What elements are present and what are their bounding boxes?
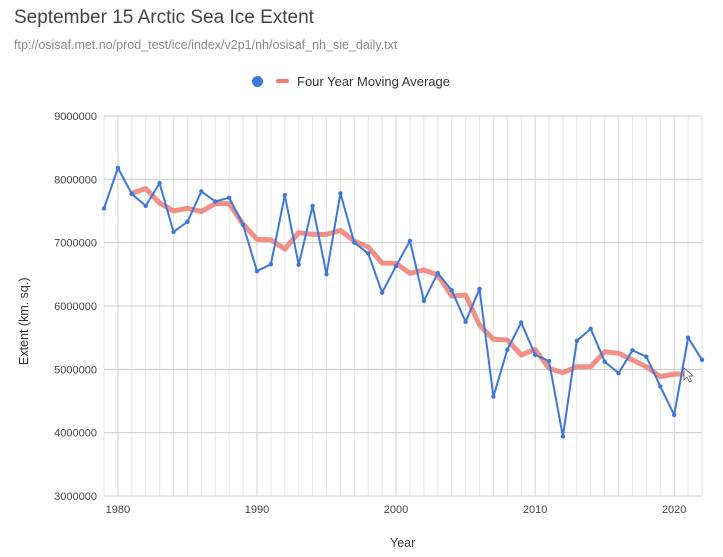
extent-point — [157, 180, 162, 186]
extent-point — [560, 434, 566, 439]
extent-point — [185, 219, 190, 224]
grid — [103, 115, 703, 497]
extent-point — [226, 195, 232, 200]
y-tick-label: 9000000 — [54, 111, 97, 123]
extent-point — [296, 262, 301, 268]
extent-line — [103, 166, 703, 438]
legend-label-moving-average[interactable]: Four Year Moving Average — [297, 73, 450, 89]
extent-point — [352, 240, 357, 245]
extent-point — [324, 272, 329, 277]
extent-point — [240, 222, 246, 228]
extent-point — [699, 357, 705, 363]
extent-point — [449, 287, 454, 293]
y-tick-label: 6000000 — [54, 301, 97, 313]
y-tick-label: 4000000 — [54, 428, 97, 440]
x-axis-ticks: 1980 1990 2000 2010 2020 — [106, 504, 687, 516]
legend-marker-extent[interactable] — [252, 75, 263, 87]
extent-point — [463, 319, 468, 325]
extent-point — [588, 326, 593, 331]
extent-point — [213, 199, 218, 204]
extent-point — [602, 359, 607, 364]
y-tick-label: 7000000 — [54, 238, 97, 250]
y-tick-label: 8000000 — [54, 174, 97, 186]
x-tick-label: 1990 — [245, 504, 269, 516]
extent-point — [519, 320, 524, 325]
extent-point — [338, 191, 343, 196]
legend-marker-moving-average[interactable] — [276, 79, 289, 83]
x-tick-label: 2000 — [384, 504, 408, 516]
mouse-pointer-icon — [683, 367, 695, 383]
extent-point — [101, 206, 107, 211]
extent-point — [199, 189, 204, 194]
extent-point — [254, 268, 260, 274]
extent-point — [379, 290, 385, 295]
extent-point — [630, 348, 635, 353]
extent-point — [268, 262, 274, 267]
x-tick-label: 2010 — [523, 504, 547, 516]
extent-point — [129, 191, 135, 197]
series-lines — [101, 165, 705, 439]
extent-point — [574, 338, 580, 344]
extent-point — [685, 335, 691, 340]
cursor-arrow — [683, 367, 695, 383]
chart-title: September 15 Arctic Sea Ice Extent — [14, 7, 314, 28]
extent-point — [505, 347, 510, 352]
y-tick-label: 5000000 — [54, 364, 97, 376]
x-tick-label: 1980 — [106, 504, 130, 516]
legend: Four Year Moving Average — [252, 72, 450, 90]
y-tick-label: 3000000 — [54, 491, 97, 503]
extent-point — [671, 412, 677, 418]
extent-point — [407, 238, 413, 243]
x-axis-title: Year — [390, 536, 416, 550]
extent-point — [477, 286, 482, 292]
extent-point — [644, 354, 649, 359]
extent-point — [171, 229, 176, 235]
extent-point — [532, 352, 538, 357]
extent-point — [115, 165, 121, 171]
extent-point — [310, 203, 315, 209]
extent-point — [435, 270, 440, 276]
chart-subtitle: ftp://osisaf.met.no/prod_test/ice/index/… — [14, 38, 398, 52]
extent-point — [616, 370, 621, 376]
moving-average-line — [129, 186, 691, 380]
extent-point — [546, 358, 552, 364]
extent-point — [658, 384, 663, 389]
extent-point — [393, 263, 399, 269]
x-tick-label: 2020 — [662, 504, 686, 516]
y-axis-ticks: 3000000 4000000 5000000 6000000 7000000 80000… — [54, 111, 97, 503]
extent-point — [366, 251, 371, 256]
extent-point — [282, 192, 287, 198]
extent-point — [491, 394, 496, 399]
extent-point — [421, 298, 427, 304]
extent-point — [143, 203, 148, 209]
